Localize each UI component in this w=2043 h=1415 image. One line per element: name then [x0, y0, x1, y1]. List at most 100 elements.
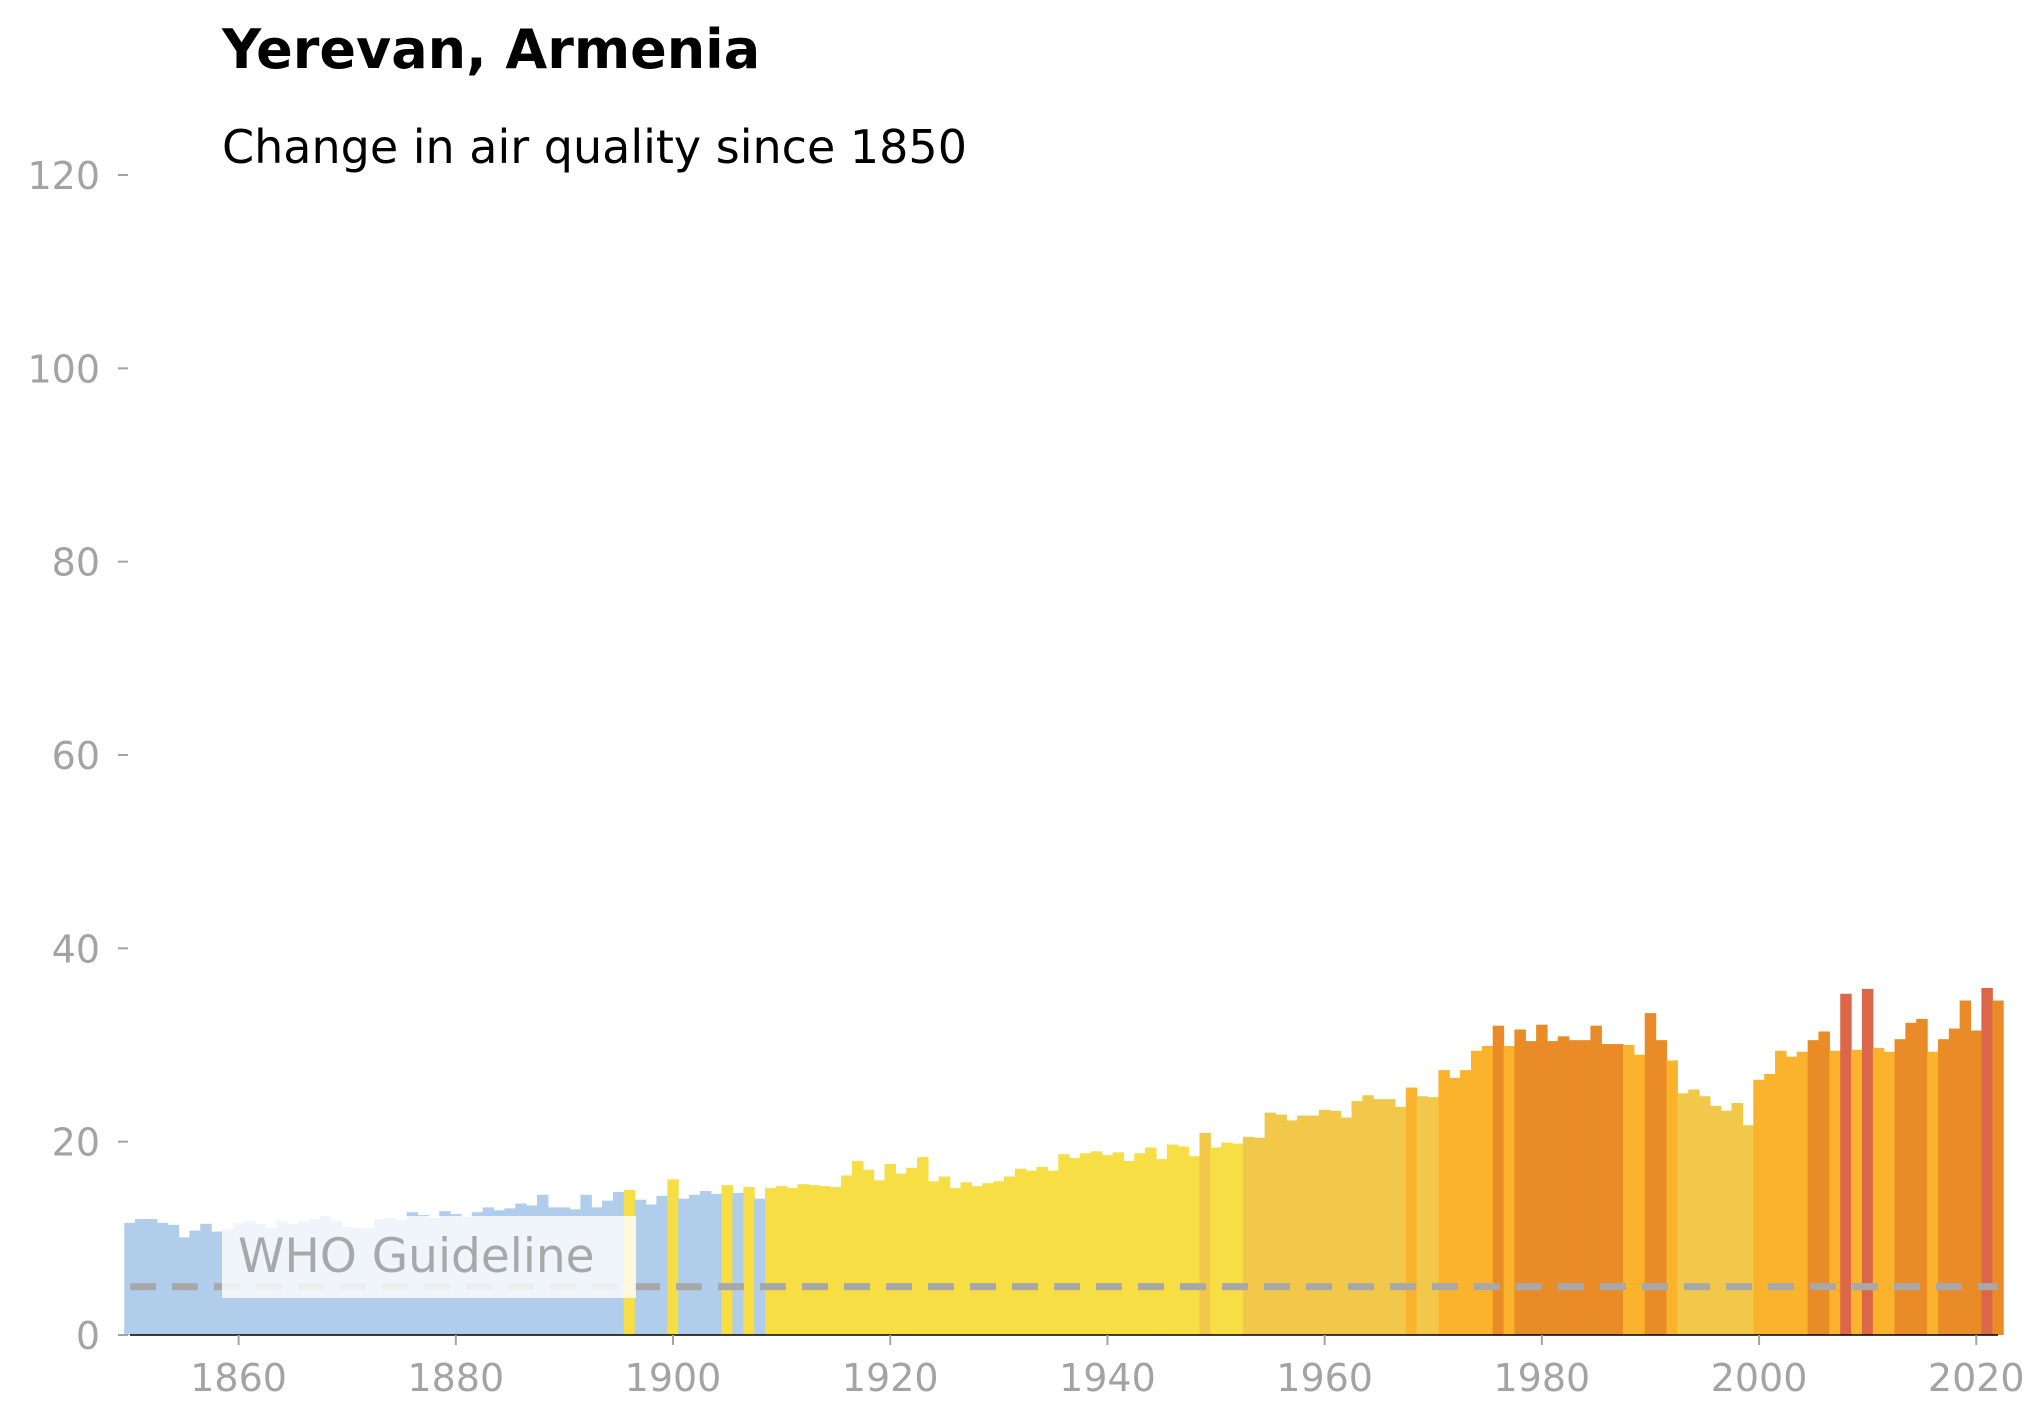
- bar-1987: [1612, 1044, 1624, 1335]
- guideline-group: WHO Guideline: [130, 1216, 1998, 1298]
- bar-1930: [993, 1181, 1005, 1335]
- bar-1926: [949, 1188, 962, 1335]
- bar-1974: [1470, 1050, 1483, 1335]
- bar-1929: [982, 1183, 994, 1335]
- bar-1928: [971, 1186, 983, 1335]
- bar-1965: [1373, 1099, 1385, 1335]
- y-tick-label-60: 60: [52, 734, 100, 778]
- bar-1999: [1742, 1125, 1754, 1335]
- who-guideline-label: WHO Guideline: [238, 1229, 595, 1284]
- bar-1980: [1536, 1024, 1548, 1335]
- bar-1941: [1112, 1152, 1125, 1335]
- y-axis: 0 20 40 60 80 100 120: [27, 154, 128, 1358]
- bar-2009: [1851, 1049, 1863, 1335]
- bar-1899: [656, 1195, 668, 1335]
- bar-1850: [124, 1222, 136, 1335]
- bar-1989: [1633, 1054, 1646, 1335]
- bar-1964: [1362, 1095, 1374, 1335]
- bar-1957: [1286, 1120, 1298, 1335]
- bar-1939: [1090, 1151, 1103, 1335]
- bar-1857: [200, 1223, 212, 1335]
- bar-1900: [667, 1179, 679, 1335]
- bar-1993: [1677, 1093, 1689, 1335]
- bar-2006: [1818, 1031, 1830, 1335]
- bar-1856: [189, 1230, 201, 1335]
- x-tick-label-2020: 2020: [1928, 1356, 2025, 1400]
- bar-1966: [1384, 1099, 1396, 1335]
- bar-1919: [873, 1180, 886, 1335]
- bar-2003: [1785, 1056, 1798, 1335]
- y-tick-label-100: 100: [27, 347, 100, 391]
- bar-1944: [1145, 1147, 1157, 1335]
- bar-1905: [721, 1185, 734, 1335]
- bar-2007: [1829, 1050, 1841, 1335]
- bar-2012: [1883, 1051, 1896, 1335]
- bar-1995: [1699, 1096, 1711, 1335]
- bar-1906: [732, 1192, 744, 1335]
- bar-1924: [927, 1181, 940, 1335]
- bar-1975: [1481, 1045, 1494, 1335]
- bar-1909: [765, 1188, 777, 1335]
- bar-1979: [1525, 1041, 1537, 1335]
- bar-1911: [786, 1188, 799, 1335]
- bar-2015: [1916, 1018, 1928, 1335]
- bar-1945: [1156, 1159, 1168, 1335]
- bar-1946: [1166, 1144, 1179, 1335]
- bar-1920: [884, 1163, 896, 1335]
- bar-1988: [1623, 1045, 1635, 1335]
- bar-1917: [851, 1161, 864, 1335]
- bar-1921: [895, 1173, 907, 1335]
- bar-1943: [1134, 1153, 1146, 1335]
- bar-1953: [1242, 1136, 1255, 1335]
- bar-1904: [710, 1193, 723, 1335]
- bar-2010: [1861, 988, 1874, 1335]
- x-tick-label-1960: 1960: [1276, 1356, 1373, 1400]
- bar-2002: [1775, 1050, 1787, 1335]
- x-tick-label-1940: 1940: [1059, 1356, 1156, 1400]
- bar-1927: [960, 1182, 972, 1335]
- bar-2004: [1796, 1051, 1809, 1335]
- bar-1931: [1003, 1176, 1016, 1335]
- bar-1958: [1297, 1115, 1309, 1335]
- bar-1970: [1427, 1097, 1439, 1335]
- bar-1981: [1546, 1041, 1559, 1335]
- bar-2000: [1753, 1079, 1765, 1335]
- bar-1955: [1264, 1112, 1277, 1335]
- bar-1854: [167, 1224, 180, 1335]
- bar-1952: [1232, 1143, 1244, 1335]
- bar-1907: [743, 1187, 755, 1335]
- bar-1976: [1492, 1025, 1505, 1335]
- bar-1913: [808, 1185, 820, 1335]
- bar-1915: [830, 1187, 842, 1335]
- bar-1947: [1177, 1146, 1190, 1335]
- bar-1934: [1036, 1166, 1049, 1335]
- chart-subtitle: Change in air quality since 1850: [222, 120, 967, 174]
- bar-2014: [1905, 1022, 1917, 1335]
- x-axis: 1860 1880 1900 1920 1940 1960 1980 2000 2020: [130, 1334, 2025, 1400]
- bar-1851: [135, 1219, 147, 1335]
- bar-1967: [1394, 1106, 1407, 1335]
- bar-2013: [1894, 1039, 1906, 1335]
- bar-2019: [1959, 1000, 1972, 1335]
- bar-1914: [819, 1186, 831, 1335]
- bar-1992: [1666, 1060, 1678, 1335]
- bar-1990: [1644, 1013, 1657, 1335]
- bar-1949: [1199, 1132, 1211, 1335]
- bar-1933: [1025, 1170, 1038, 1335]
- bar-1898: [645, 1204, 658, 1335]
- bar-1986: [1601, 1044, 1613, 1335]
- x-tick-label-1900: 1900: [625, 1356, 722, 1400]
- bar-2022: [1992, 1000, 2004, 1335]
- bar-1948: [1188, 1156, 1201, 1335]
- bar-1985: [1590, 1025, 1602, 1335]
- bar-2017: [1937, 1039, 1950, 1335]
- bar-2016: [1927, 1051, 1939, 1335]
- bar-1942: [1123, 1161, 1135, 1335]
- x-tick-label-1880: 1880: [407, 1356, 504, 1400]
- bar-1902: [689, 1194, 701, 1335]
- y-tick-label-120: 120: [27, 154, 100, 198]
- bar-2001: [1764, 1074, 1776, 1335]
- bar-1997: [1720, 1110, 1733, 1335]
- bar-1983: [1568, 1040, 1581, 1335]
